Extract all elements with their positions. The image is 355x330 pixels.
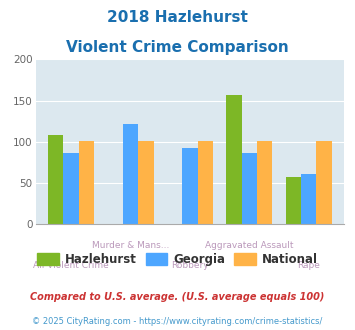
Legend: Hazlehurst, Georgia, National: Hazlehurst, Georgia, National (33, 248, 322, 271)
Text: © 2025 CityRating.com - https://www.cityrating.com/crime-statistics/: © 2025 CityRating.com - https://www.city… (32, 317, 323, 326)
Bar (316, 141, 332, 224)
Text: Violent Crime Comparison: Violent Crime Comparison (66, 40, 289, 54)
Text: 2018 Hazlehurst: 2018 Hazlehurst (107, 10, 248, 25)
Bar (182, 148, 198, 224)
Bar (123, 124, 138, 224)
Bar (242, 153, 257, 224)
Text: Murder & Mans...: Murder & Mans... (92, 241, 169, 250)
Text: Robbery: Robbery (171, 261, 209, 270)
Text: All Violent Crime: All Violent Crime (33, 261, 109, 270)
Bar (285, 177, 301, 224)
Bar (64, 153, 79, 224)
Bar (198, 141, 213, 224)
Bar (301, 174, 316, 224)
Bar (138, 141, 154, 224)
Bar (79, 141, 94, 224)
Text: Rape: Rape (297, 261, 320, 270)
Bar (48, 135, 64, 224)
Bar (257, 141, 273, 224)
Text: Compared to U.S. average. (U.S. average equals 100): Compared to U.S. average. (U.S. average … (30, 292, 325, 302)
Bar (226, 95, 242, 224)
Text: Aggravated Assault: Aggravated Assault (205, 241, 294, 250)
